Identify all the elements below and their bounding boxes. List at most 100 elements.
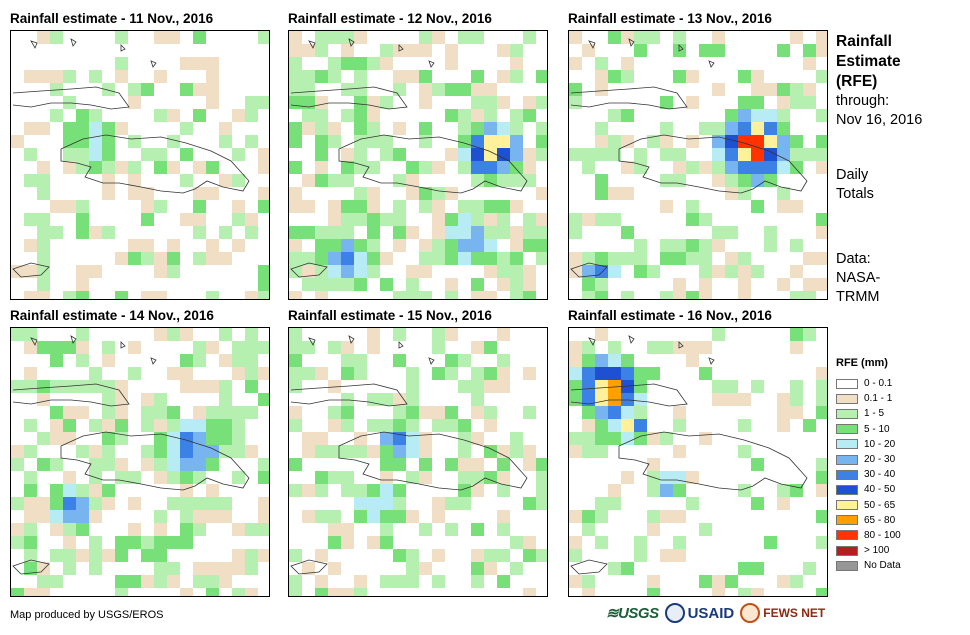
rainfall-cell [76, 265, 89, 278]
rainfall-cell [816, 226, 827, 239]
rainfall-cell [608, 354, 621, 367]
rainfall-cell [471, 575, 484, 588]
rainfall-cell [245, 406, 258, 419]
rainfall-cell [660, 484, 673, 497]
rainfall-cell [315, 96, 328, 109]
rainfall-cell [206, 510, 219, 523]
rainfall-cell [128, 575, 141, 588]
rainfall-cell [50, 458, 63, 471]
rainfall-cell [816, 252, 827, 265]
rainfall-cell [180, 122, 193, 135]
rainfall-cell [380, 575, 393, 588]
rainfall-cell [608, 341, 621, 354]
rainfall-cell [341, 265, 354, 278]
rainfall-cell [76, 213, 89, 226]
rainfall-cell [63, 161, 76, 174]
rainfall-cell [432, 367, 445, 380]
rainfall-cell [510, 44, 523, 57]
rainfall-cell [380, 57, 393, 70]
rainfall-cell [245, 588, 258, 596]
rainfall-cell [569, 31, 582, 44]
rainfall-cell [245, 226, 258, 239]
rainfall-cell [790, 161, 803, 174]
rainfall-cell [582, 588, 595, 596]
rainfall-cell [419, 122, 432, 135]
rainfall-cell [582, 265, 595, 278]
rainfall-cell [484, 122, 497, 135]
rainfall-cell [569, 367, 582, 380]
rainfall-cell [484, 96, 497, 109]
rainfall-cell [115, 161, 128, 174]
rainfall-cell [484, 252, 497, 265]
rainfall-cell [24, 497, 37, 510]
rainfall-cell [790, 135, 803, 148]
rainfall-cell [432, 200, 445, 213]
map-panel-nov-14 [10, 327, 270, 597]
rainfall-cell [634, 265, 647, 278]
rainfall-cell [63, 406, 76, 419]
rainfall-cell [302, 341, 315, 354]
rainfall-cell [510, 70, 523, 83]
rainfall-cell [258, 497, 269, 510]
rainfall-cell [24, 239, 37, 252]
rainfall-cell [232, 588, 245, 596]
legend-label: 20 - 30 [864, 454, 896, 466]
rainfall-cell [569, 57, 582, 70]
rainfall-cell [50, 109, 63, 122]
rainfall-cell [738, 122, 751, 135]
rainfall-cell [445, 83, 458, 96]
rainfall-cell [621, 252, 634, 265]
bahamas-outline [308, 335, 435, 365]
rainfall-cell [471, 148, 484, 161]
legend-item: 65 - 80 [836, 513, 901, 528]
rainfall-cell [523, 497, 536, 510]
rainfall-cell [673, 445, 686, 458]
rainfall-cell [115, 471, 128, 484]
rainfall-cell [686, 497, 699, 510]
rainfall-cell [816, 109, 827, 122]
rainfall-cell [245, 445, 258, 458]
rainfall-cell [289, 187, 302, 200]
rainfall-cell [647, 367, 660, 380]
rainfall-cell [738, 393, 751, 406]
rainfall-cell [258, 278, 269, 291]
rainfall-cell [536, 148, 547, 161]
rainfall-cell [258, 458, 269, 471]
rainfall-cell [37, 575, 50, 588]
rainfall-cell [24, 510, 37, 523]
rainfall-cell [128, 135, 141, 148]
rainfall-cell [206, 406, 219, 419]
rainfall-cell [354, 510, 367, 523]
rainfall-cell [380, 44, 393, 57]
rainfall-cell [471, 31, 484, 44]
rainfall-cell [128, 187, 141, 200]
rainfall-cell [154, 161, 167, 174]
rainfall-cell [232, 445, 245, 458]
rainfall-cell [367, 96, 380, 109]
rainfall-cell [738, 135, 751, 148]
rainfall-cell [219, 354, 232, 367]
rainfall-cell [595, 122, 608, 135]
rainfall-cell [167, 445, 180, 458]
rainfall-cell [354, 96, 367, 109]
rainfall-cell [458, 458, 471, 471]
rainfall-cell [471, 367, 484, 380]
legend-title: RFE (mm) [836, 357, 888, 369]
rainfall-cell [458, 109, 471, 122]
rainfall-cell [367, 239, 380, 252]
rainfall-cell [738, 291, 751, 299]
rainfall-cell [673, 291, 686, 299]
map-panel-nov-16 [568, 327, 828, 597]
rainfall-cell [154, 148, 167, 161]
map-panel-nov-11 [10, 30, 270, 300]
cuba-outline [12, 383, 130, 407]
rainfall-cell [790, 83, 803, 96]
rainfall-cell [738, 96, 751, 109]
rainfall-cell [790, 393, 803, 406]
rainfall-cell [738, 445, 751, 458]
rfe-legend: RFE (mm) 0 - 0.1 0.1 - 1 1 - 5 5 - 10 10 - 2… [836, 357, 901, 573]
rainfall-cell [458, 484, 471, 497]
rainfall-cell [354, 31, 367, 44]
rainfall-cell [569, 341, 582, 354]
rainfall-cell [102, 187, 115, 200]
